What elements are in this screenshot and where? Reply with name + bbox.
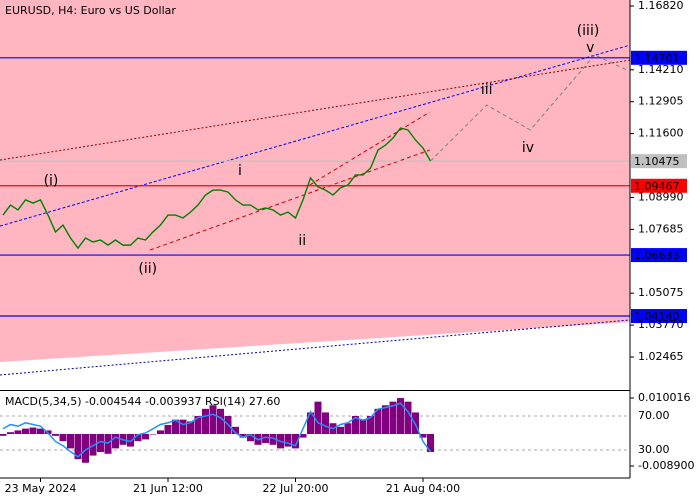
macd-bar: [217, 408, 224, 435]
macd-bar: [367, 416, 374, 435]
macd-bar: [29, 427, 37, 435]
macd-bar: [164, 425, 172, 435]
macd-bar: [374, 408, 382, 435]
y-tick-label: 1.02465: [638, 350, 684, 363]
macd-bar: [7, 432, 14, 435]
level-label: 1.04140: [634, 310, 680, 323]
y-tick-label: 1.07685: [638, 222, 684, 235]
macd-bar: [74, 434, 82, 460]
y-tick-label: 1.14210: [638, 63, 684, 76]
macd-bar: [284, 434, 292, 447]
macd-bar: [67, 434, 74, 449]
macd-bar: [337, 426, 344, 435]
wave-label: v: [586, 40, 594, 56]
y-tick-label: -0.008900: [638, 459, 694, 472]
wave-label: iii: [481, 82, 493, 98]
trend-line: [149, 149, 430, 251]
level-tag: [631, 248, 687, 263]
macd-bar: [239, 434, 247, 438]
macd-bar: [112, 434, 119, 449]
wave-label: (iii): [577, 23, 600, 39]
chart-title: EURUSD, H4: Euro vs US Dollar: [5, 4, 176, 17]
level-tag: [631, 50, 687, 65]
x-tick-label: 21 Aug 04:00: [386, 482, 460, 495]
trend-line: [0, 44, 630, 227]
macd-bar: [82, 434, 89, 463]
macd-bar: [382, 405, 389, 435]
macd-bar: [352, 416, 359, 435]
macd-bar: [59, 434, 67, 442]
y-tick-label: 1.03770: [638, 318, 684, 331]
indicator-panel: [0, 398, 630, 463]
macd-bar: [134, 434, 142, 442]
macd-bar: [404, 401, 412, 435]
macd-bar: [194, 416, 202, 435]
trend-line: [309, 111, 431, 186]
level-tag: [631, 309, 687, 324]
indicator-title: MACD(5,34,5) -0.004544 -0.003937 RSI(14)…: [5, 395, 280, 408]
macd-bar: [344, 423, 352, 435]
macd-bar: [209, 405, 217, 435]
zone: [0, 0, 630, 363]
macd-bar: [0, 434, 7, 436]
x-tick-label: 21 Jun 12:00: [133, 482, 203, 495]
x-tick-label: 23 May 2024: [5, 482, 77, 495]
macd-bar: [157, 430, 164, 435]
level-label: 1.09467: [634, 180, 680, 193]
trend-line: [430, 54, 628, 162]
wave-label: (i): [44, 173, 59, 189]
level-tag: [631, 178, 687, 193]
level-label: 1.06633: [634, 249, 680, 262]
macd-bar: [127, 434, 134, 447]
y-tick-label: 0.010016: [638, 391, 691, 404]
y-tick-label: 1.12905: [638, 95, 684, 108]
wave-label: (ii): [138, 261, 157, 277]
rsi-line: [2, 402, 432, 458]
macd-bar: [179, 419, 187, 435]
macd-bar: [389, 401, 397, 435]
macd-bar: [262, 434, 269, 443]
macd-bar: [37, 428, 44, 435]
macd-bar: [172, 419, 179, 435]
macd-bar: [419, 434, 427, 438]
macd-bar: [269, 434, 277, 445]
level-tag: [631, 154, 687, 169]
macd-bar: [202, 408, 209, 435]
macd-bar: [397, 398, 404, 435]
macd-bar: [89, 434, 97, 456]
macd-bar: [299, 434, 307, 438]
level-label: 1.10475: [634, 155, 680, 168]
macd-bar: [149, 434, 157, 435]
y-tick-label: 1.16820: [638, 0, 684, 12]
macd-bar: [314, 401, 322, 435]
wave-label: iv: [522, 140, 534, 156]
macd-bar: [187, 421, 194, 435]
wave-label: ii: [298, 233, 306, 249]
macd-bar: [307, 412, 314, 435]
price-line: [2, 127, 432, 250]
macd-bar: [359, 419, 367, 435]
y2-tick-label: 70.00: [638, 409, 670, 422]
macd-bar: [322, 412, 329, 435]
y-tick-label: 1.08990: [638, 190, 684, 203]
y-tick-label: 1.11600: [638, 127, 684, 140]
macd-bar: [14, 430, 22, 435]
macd-bar: [52, 434, 59, 436]
macd-bar: [232, 426, 239, 435]
y2-tick-label: 30.00: [638, 443, 670, 456]
wave-label: i: [238, 163, 242, 179]
macd-bar: [22, 428, 29, 435]
x-tick-label: 22 Jul 20:00: [263, 482, 329, 495]
macd-bar: [142, 434, 149, 440]
macd-bar: [247, 434, 254, 442]
macd-bar: [427, 434, 434, 452]
level-label: 1.14701: [634, 52, 680, 65]
macd-bar: [292, 434, 299, 449]
macd-bar: [97, 434, 104, 452]
y-tick-label: 1.05075: [638, 286, 684, 299]
trend-line: [0, 319, 630, 376]
